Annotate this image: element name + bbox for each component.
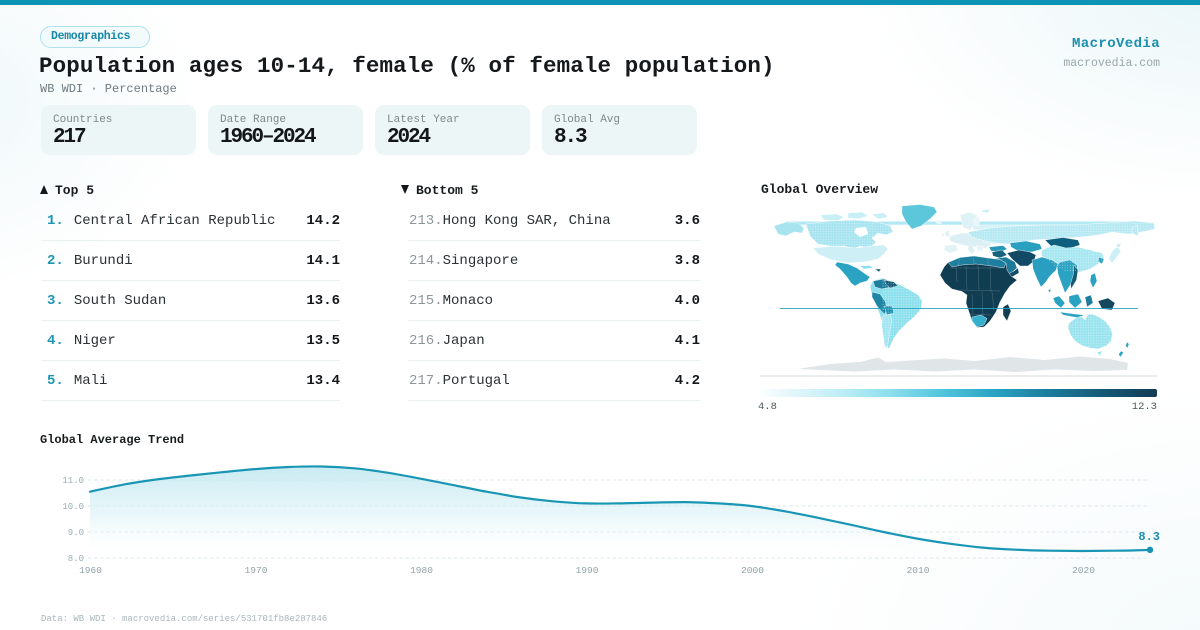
svg-text:10.0: 10.0 [62,502,84,512]
svg-text:2000: 2000 [741,565,764,576]
svg-text:1970: 1970 [245,565,268,576]
svg-text:1980: 1980 [410,565,433,576]
svg-text:8.0: 8.0 [68,554,84,564]
svg-text:2010: 2010 [907,565,930,576]
svg-text:1960: 1960 [79,565,102,576]
svg-text:1990: 1990 [576,565,599,576]
svg-text:8.3: 8.3 [1138,530,1160,544]
svg-text:9.0: 9.0 [68,528,84,538]
svg-text:11.0: 11.0 [62,476,84,486]
svg-text:2020: 2020 [1072,565,1095,576]
